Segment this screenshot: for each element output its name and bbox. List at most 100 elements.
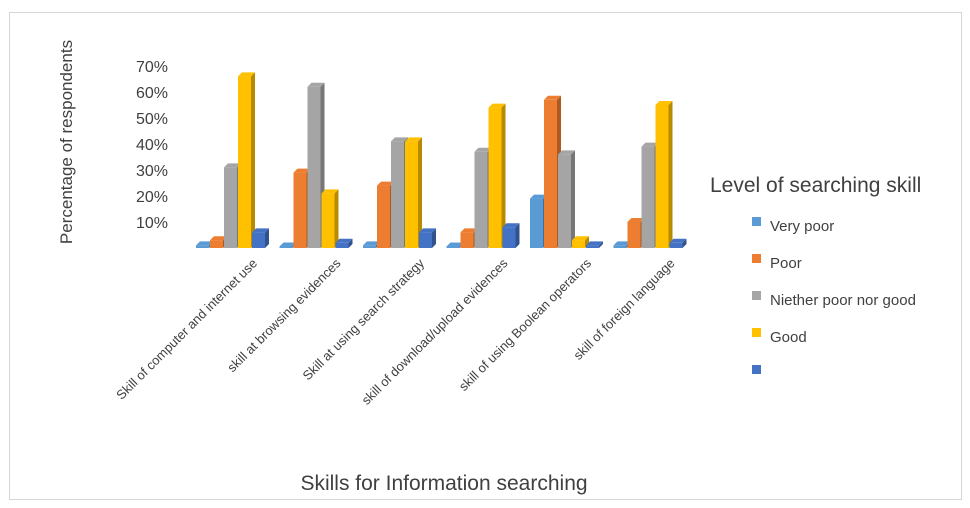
bar-top	[321, 189, 339, 194]
legend-swatch	[752, 254, 761, 263]
bar	[335, 238, 353, 248]
bar-top	[238, 72, 255, 77]
bar-top	[224, 163, 241, 168]
bar-side	[348, 238, 353, 248]
x-tick-label: skill of download/upload evidences	[358, 255, 511, 408]
bar-top	[613, 241, 631, 246]
bar-side	[599, 241, 603, 248]
bar-top	[669, 238, 687, 243]
chart-frame	[9, 12, 962, 500]
y-tick-label: 30%	[136, 163, 168, 180]
bar	[252, 228, 269, 248]
bar-face	[613, 245, 627, 248]
legend: Very poor Poor Niether poor nor good Good	[752, 217, 916, 374]
bar-top	[210, 236, 227, 241]
bar-top	[627, 218, 645, 222]
bar-top	[655, 101, 673, 105]
bar-face	[544, 99, 557, 248]
bar-face	[488, 107, 502, 248]
bar-face	[224, 167, 237, 248]
bar	[655, 101, 673, 248]
bar	[669, 238, 687, 248]
bar-top	[474, 147, 492, 152]
bar-face	[655, 105, 669, 248]
legend-swatch	[752, 328, 761, 337]
bar-face	[210, 240, 223, 248]
bar-face	[252, 232, 265, 248]
bar-top	[377, 181, 394, 186]
bar-top	[460, 228, 478, 233]
x-tick-label: skill of using Boolean operators	[456, 255, 595, 394]
bar-face	[391, 141, 404, 248]
x-axis-title: Skills for Information searching	[300, 472, 587, 495]
legend-label: Very poor	[770, 218, 834, 235]
bar-face	[419, 232, 432, 248]
bar-top	[641, 142, 659, 147]
y-tick-label: 40%	[136, 137, 168, 154]
bar-face	[238, 76, 251, 249]
legend-swatch	[752, 365, 761, 374]
bar	[572, 236, 589, 248]
bar-face	[474, 151, 488, 248]
bar	[321, 189, 339, 248]
legend-swatch	[752, 217, 761, 226]
bar-face	[641, 146, 655, 248]
bar-face	[335, 242, 349, 248]
legend-label: Poor	[770, 255, 802, 272]
bar	[558, 150, 575, 248]
bar-top	[488, 103, 506, 108]
bar-side	[501, 103, 506, 248]
bar-face	[572, 240, 585, 248]
bar-top	[558, 150, 575, 155]
legend-swatch	[752, 291, 761, 300]
bar-side	[585, 236, 589, 248]
bar	[419, 228, 436, 248]
bar-side	[265, 228, 269, 248]
y-tick-label: 70%	[136, 59, 168, 76]
bar-side	[251, 72, 255, 249]
y-tick-label: 10%	[136, 215, 168, 232]
y-axis-title: Percentage of respondents	[57, 40, 76, 244]
legend-title: Level of searching skill	[710, 174, 921, 197]
bar-top	[502, 223, 520, 228]
bar-face	[558, 154, 571, 248]
bar-top	[307, 82, 325, 87]
bar-face	[586, 245, 599, 248]
bar-side	[682, 238, 687, 248]
bar-face	[627, 222, 641, 248]
bar-top	[446, 242, 464, 247]
bar-side	[515, 223, 520, 248]
bar-face	[293, 172, 307, 248]
y-tick-label: 50%	[136, 111, 168, 128]
legend-label: Niether poor nor good	[770, 292, 916, 309]
bar-face	[460, 232, 474, 248]
legend-label: Good	[770, 329, 807, 346]
bar-side	[432, 228, 436, 248]
bar-face	[307, 86, 321, 248]
x-axis-ticks: Skill of computer and internet use skill …	[113, 255, 678, 408]
bar-top	[252, 228, 269, 233]
bar-face	[321, 193, 335, 248]
bar-side	[668, 101, 673, 248]
bar-face	[279, 246, 293, 248]
bar-face	[363, 245, 376, 248]
bar-face	[669, 242, 683, 248]
bar-top	[363, 241, 380, 246]
bar-top	[572, 236, 589, 241]
bar-top	[419, 228, 436, 233]
bar-face	[502, 227, 516, 248]
y-tick-label: 60%	[136, 85, 168, 102]
x-tick-label: Skill of computer and internet use	[113, 256, 260, 403]
bar-face	[446, 246, 460, 248]
bar	[238, 72, 255, 249]
bar-top	[405, 137, 422, 142]
bar	[502, 223, 520, 248]
bar-top	[530, 194, 547, 199]
y-tick-label: 20%	[136, 189, 168, 206]
bar-top	[544, 95, 561, 100]
bar-top	[335, 238, 353, 243]
bar-face	[405, 141, 418, 248]
bar-face	[530, 198, 543, 248]
bar-face	[377, 185, 390, 248]
